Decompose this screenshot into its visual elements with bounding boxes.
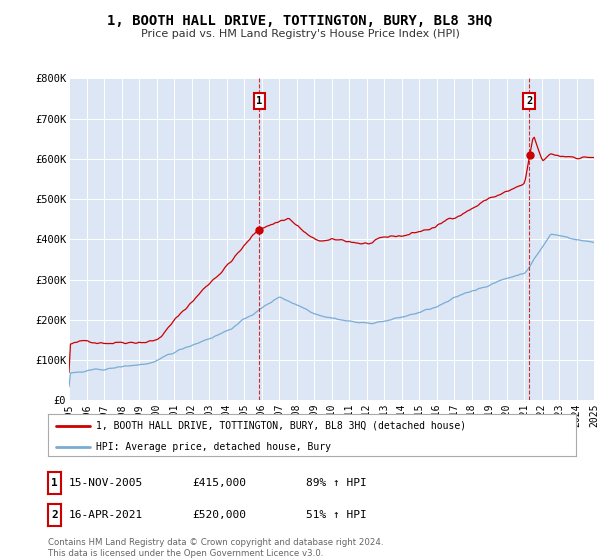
Text: 1: 1 — [51, 478, 58, 488]
Text: Price paid vs. HM Land Registry's House Price Index (HPI): Price paid vs. HM Land Registry's House … — [140, 29, 460, 39]
Text: 51% ↑ HPI: 51% ↑ HPI — [306, 510, 367, 520]
Text: 89% ↑ HPI: 89% ↑ HPI — [306, 478, 367, 488]
Text: 2: 2 — [526, 96, 532, 106]
Text: 15-NOV-2005: 15-NOV-2005 — [69, 478, 143, 488]
Text: HPI: Average price, detached house, Bury: HPI: Average price, detached house, Bury — [95, 442, 331, 452]
Text: 16-APR-2021: 16-APR-2021 — [69, 510, 143, 520]
Text: £520,000: £520,000 — [192, 510, 246, 520]
Text: 1: 1 — [256, 96, 262, 106]
Text: 1, BOOTH HALL DRIVE, TOTTINGTON, BURY, BL8 3HQ (detached house): 1, BOOTH HALL DRIVE, TOTTINGTON, BURY, B… — [95, 421, 466, 431]
Text: £415,000: £415,000 — [192, 478, 246, 488]
Text: 1, BOOTH HALL DRIVE, TOTTINGTON, BURY, BL8 3HQ: 1, BOOTH HALL DRIVE, TOTTINGTON, BURY, B… — [107, 14, 493, 28]
Text: This data is licensed under the Open Government Licence v3.0.: This data is licensed under the Open Gov… — [48, 549, 323, 558]
Text: Contains HM Land Registry data © Crown copyright and database right 2024.: Contains HM Land Registry data © Crown c… — [48, 538, 383, 547]
Text: 2: 2 — [51, 510, 58, 520]
